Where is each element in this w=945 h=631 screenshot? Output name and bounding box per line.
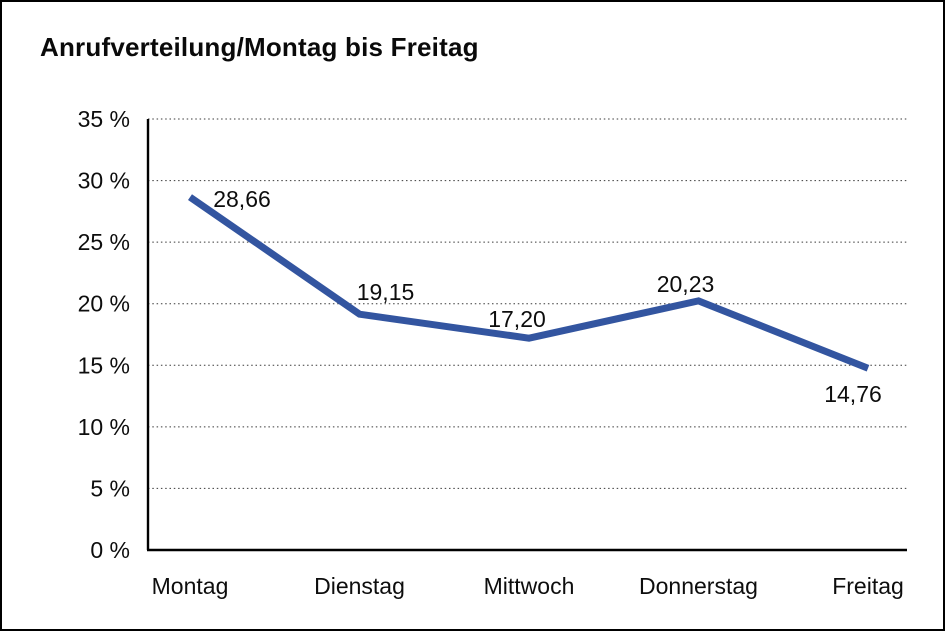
y-axis-tick-label: 0 % <box>90 537 130 563</box>
y-axis-tick-label: 35 % <box>78 106 130 132</box>
y-axis-tick-label: 20 % <box>78 291 130 317</box>
x-axis-category-label: Dienstag <box>314 573 405 599</box>
y-axis-tick-label: 5 % <box>90 475 130 501</box>
x-axis-category-label: Freitag <box>832 573 904 599</box>
y-axis-tick-label: 15 % <box>78 352 130 378</box>
x-axis-category-label: Donnerstag <box>639 573 758 599</box>
y-axis-tick-label: 25 % <box>78 229 130 255</box>
data-point-label: 19,15 <box>357 279 415 305</box>
y-axis-tick-label: 10 % <box>78 414 130 440</box>
y-axis-tick-label: 30 % <box>78 168 130 194</box>
data-point-label: 14,76 <box>824 381 882 407</box>
data-point-label: 28,66 <box>213 186 271 212</box>
data-point-label: 17,20 <box>488 306 546 332</box>
data-point-label: 20,23 <box>657 271 715 297</box>
x-axis-category-label: Mittwoch <box>484 573 575 599</box>
x-axis-category-label: Montag <box>152 573 229 599</box>
data-line-anrufverteilung <box>188 194 870 372</box>
chart-title: Anrufverteilung/Montag bis Freitag <box>40 32 479 62</box>
